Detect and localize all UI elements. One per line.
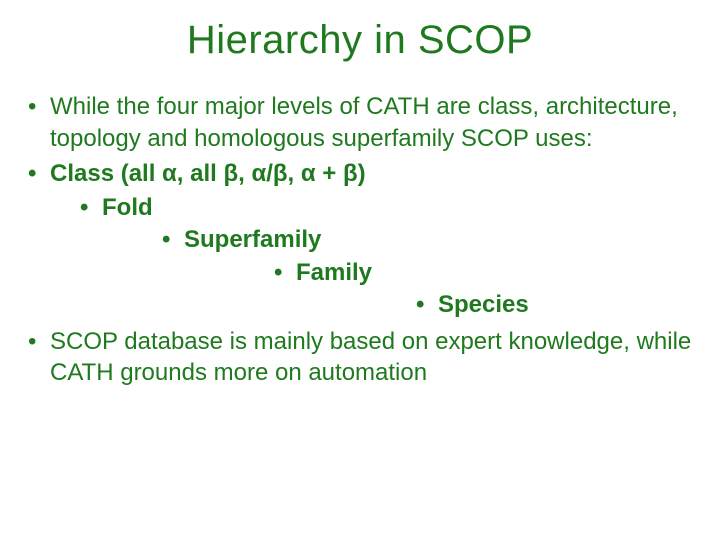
bullet-text: Species [438,291,529,318]
bullet-text: Family [296,259,372,286]
bullet-sublist: Family Species [184,257,696,322]
bullet-item: Class (all α, all β, α/β, α + β) Fold Su… [24,158,696,321]
slide: Hierarchy in SCOP While the four major l… [0,0,720,540]
bullet-list: While the four major levels of CATH are … [24,91,696,389]
bullet-item: While the four major levels of CATH are … [24,91,696,154]
bullet-item: Family Species [184,257,696,322]
bullet-item: Superfamily Family Species [102,224,696,321]
bullet-sublist: Species [296,289,696,321]
bullet-sublist: Superfamily Family Species [102,224,696,321]
bullet-text: Class (all α, all β, α/β, α + β) [50,160,366,187]
bullet-text: While the four major levels of CATH are … [50,93,678,152]
bullet-item: Species [296,289,696,321]
bullet-sublist: Fold Superfamily Family Species [50,192,696,322]
bullet-item: SCOP database is mainly based on expert … [24,326,696,389]
bullet-text: Superfamily [184,226,321,253]
bullet-item: Fold Superfamily Family Species [50,192,696,322]
bullet-text: SCOP database is mainly based on expert … [50,328,691,387]
slide-title: Hierarchy in SCOP [24,18,696,63]
bullet-text: Fold [102,194,153,221]
